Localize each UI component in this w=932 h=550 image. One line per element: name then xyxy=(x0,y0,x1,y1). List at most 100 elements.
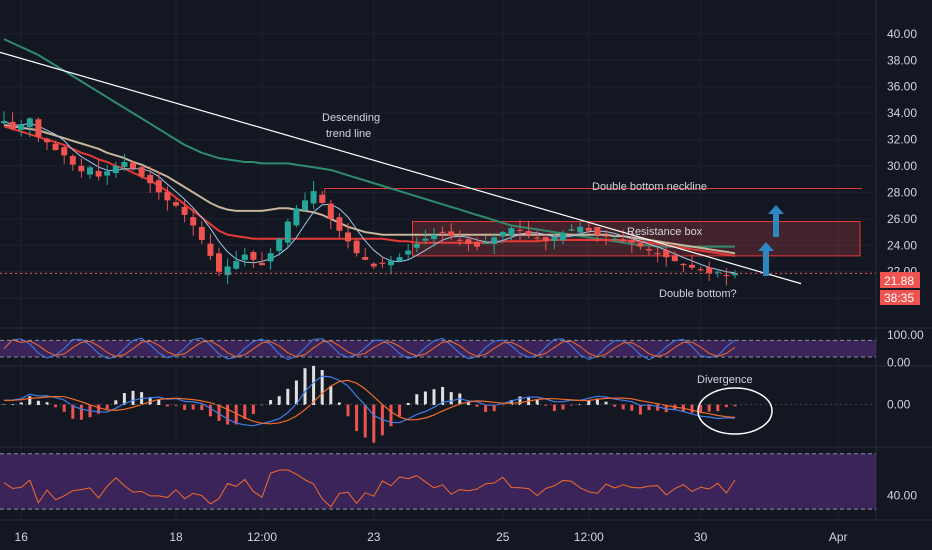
rsi-tick-label: 40.00 xyxy=(887,488,917,502)
macd-histogram-bar xyxy=(303,368,307,406)
macd-histogram-bar xyxy=(441,386,445,406)
annotation-trend-line: trend line xyxy=(326,128,371,140)
macd-histogram-bar xyxy=(191,404,195,410)
candle xyxy=(474,242,480,247)
price-tick-label: 38.00 xyxy=(887,53,917,67)
macd-histogram-bar xyxy=(312,365,316,406)
price-tick-label: 28.00 xyxy=(887,185,917,199)
time-tick-label: Apr xyxy=(829,530,848,544)
macd-histogram-bar xyxy=(699,404,703,414)
candle xyxy=(293,208,300,226)
candle xyxy=(431,234,437,240)
time-tick-label: 30 xyxy=(694,530,708,544)
candle xyxy=(697,269,704,271)
breakout-arrow-1 xyxy=(758,242,774,251)
macd-histogram-bar xyxy=(105,404,109,410)
macd-histogram-bar xyxy=(509,400,513,406)
macd-histogram-bar xyxy=(690,404,694,413)
candle xyxy=(585,227,592,231)
macd-histogram-bar xyxy=(208,404,212,417)
annotation-double-bottom: Double bottom? xyxy=(659,288,737,300)
candle xyxy=(646,249,652,251)
candle xyxy=(620,239,627,242)
candle xyxy=(499,232,506,237)
macd-histogram-bar xyxy=(355,404,359,432)
stochastic-panel[interactable]: 100.00 0.00 xyxy=(0,328,924,370)
macd-histogram-bar xyxy=(286,388,290,406)
macd-histogram-bar xyxy=(2,404,6,406)
rsi-panel[interactable]: 40.00 xyxy=(0,453,917,510)
candle xyxy=(542,237,549,242)
breakout-arrow-2 xyxy=(768,205,784,214)
time-tick-label: 25 xyxy=(496,530,510,544)
candle xyxy=(241,254,248,260)
candle xyxy=(370,263,377,267)
macd-histogram-bar xyxy=(561,404,565,410)
macd-histogram-bar xyxy=(183,404,187,411)
candle xyxy=(439,231,446,233)
time-tick-label: 12:00 xyxy=(574,530,604,544)
macd-histogram-bar xyxy=(492,404,496,412)
candle xyxy=(327,203,334,219)
macd-panel[interactable]: 0.00 xyxy=(0,365,911,443)
price-tick-label: 34.00 xyxy=(887,106,917,120)
candle xyxy=(611,238,618,240)
macd-histogram-bar xyxy=(165,404,169,407)
price-tick-label: 32.00 xyxy=(887,133,917,147)
candle xyxy=(190,217,197,226)
time-tick-label: 12:00 xyxy=(247,530,277,544)
candle xyxy=(61,147,68,156)
macd-histogram-bar xyxy=(294,380,298,406)
macd-histogram-bar xyxy=(707,404,711,412)
candle xyxy=(491,237,498,245)
candle xyxy=(637,242,644,247)
candle xyxy=(95,170,102,177)
price-tick-label: 26.00 xyxy=(887,212,917,226)
candle xyxy=(732,273,738,276)
candle xyxy=(448,231,455,237)
macd-histogram-bar xyxy=(131,390,135,406)
macd-histogram-bar xyxy=(449,392,453,406)
macd-histogram-bar xyxy=(398,404,402,417)
macd-histogram-bar xyxy=(346,404,350,417)
macd-histogram-bar xyxy=(54,404,58,408)
annotation-divergence: Divergence xyxy=(697,374,753,386)
candle xyxy=(130,162,136,169)
price-tick-label: 40.00 xyxy=(887,27,917,41)
macd-histogram-bar xyxy=(234,404,238,425)
time-tick-label: 23 xyxy=(367,530,381,544)
macd-histogram-bar xyxy=(260,404,264,406)
macd-histogram-bar xyxy=(733,404,737,407)
candle xyxy=(267,253,274,262)
candle xyxy=(18,125,25,131)
time-tick-label: 16 xyxy=(15,530,29,544)
macd-histogram-bar xyxy=(423,391,427,406)
rsi-line xyxy=(3,469,736,508)
macd-histogram-bar xyxy=(587,400,591,406)
candle xyxy=(405,250,412,255)
candle xyxy=(508,228,515,236)
candle xyxy=(482,242,489,244)
candle xyxy=(250,252,257,260)
rsi-band xyxy=(0,453,876,510)
candle xyxy=(104,171,111,176)
macd-histogram-bar xyxy=(97,404,101,414)
breakout-arrow-2 xyxy=(773,213,779,237)
macd-histogram-bar xyxy=(200,404,204,411)
annotation-neckline: Double bottom neckline xyxy=(592,181,707,193)
candle xyxy=(594,226,601,235)
macd-histogram-bar xyxy=(11,404,15,406)
macd-histogram-bar xyxy=(372,404,376,443)
macd-histogram-bar xyxy=(320,370,324,406)
candle xyxy=(121,162,128,167)
countdown-badge xyxy=(880,290,920,305)
candle xyxy=(560,233,566,241)
macd-histogram-bar xyxy=(647,404,651,411)
candle xyxy=(680,263,687,266)
candle xyxy=(654,253,661,255)
ma-green-line xyxy=(3,38,735,248)
price-tick-label: 30.00 xyxy=(887,159,917,173)
price-panel[interactable]: 20.0022.0024.0026.0028.0030.0032.0034.00… xyxy=(0,27,917,305)
candle xyxy=(138,167,145,177)
